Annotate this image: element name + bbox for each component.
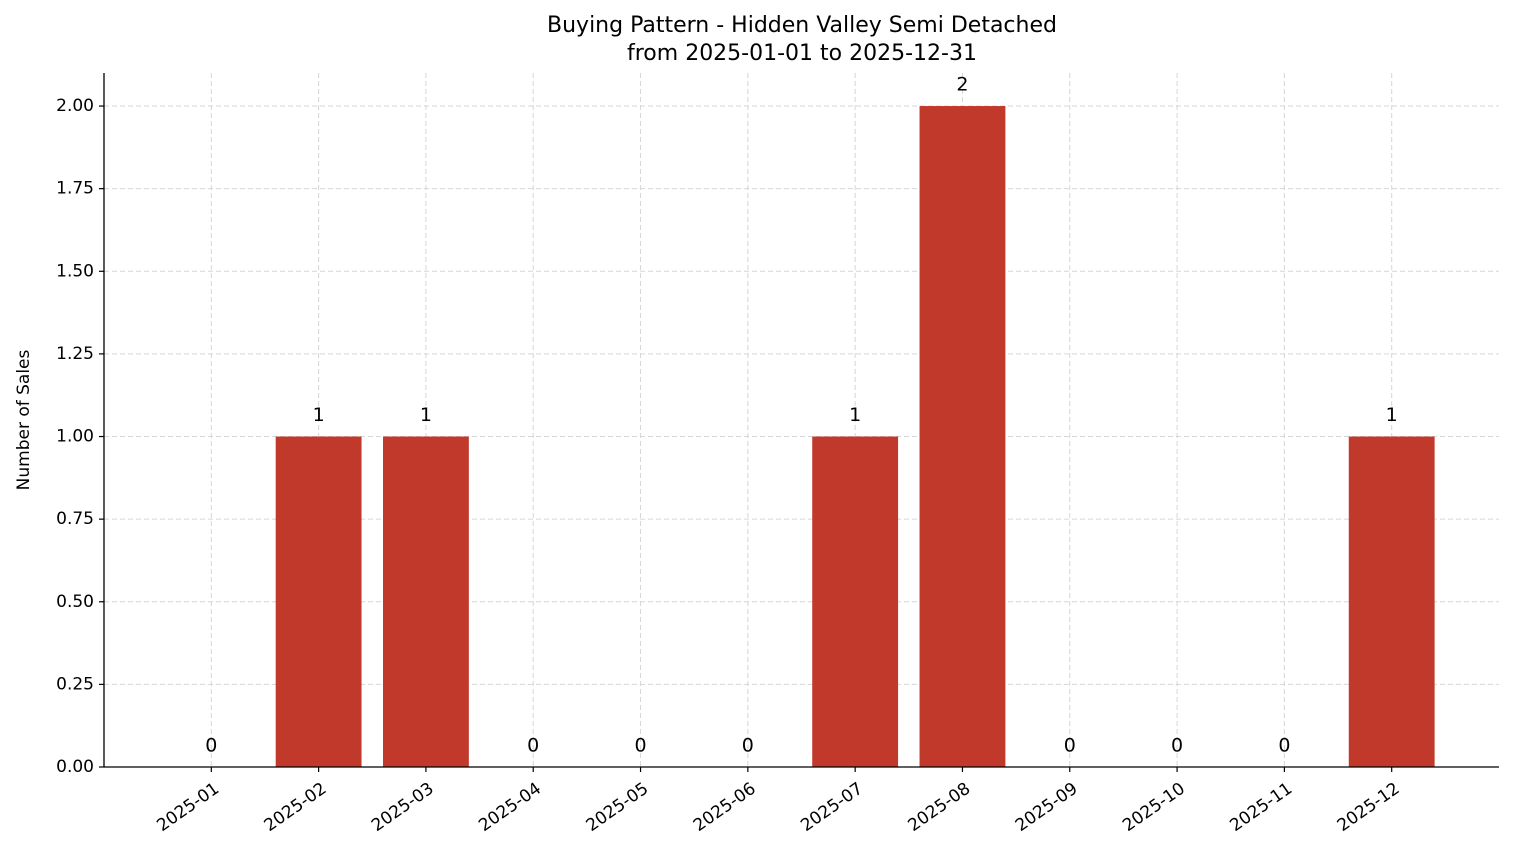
y-tick-label: 1.75 [56, 179, 94, 199]
value-label: 1 [1386, 404, 1398, 426]
y-tick-label: 0.75 [56, 509, 94, 529]
value-label: 0 [1278, 735, 1290, 757]
x-tick-label: 2025-03 [368, 779, 438, 836]
y-tick-label: 0.00 [56, 757, 94, 777]
y-tick-label: 1.25 [56, 344, 94, 364]
value-label: 0 [1171, 735, 1183, 757]
x-tick-label: 2025-02 [261, 779, 331, 836]
y-tick-label: 1.50 [56, 261, 94, 281]
bar [383, 436, 469, 767]
x-tick-label: 2025-06 [690, 779, 760, 836]
value-label: 1 [313, 404, 325, 426]
x-tick-label: 2025-09 [1012, 779, 1082, 836]
chart-subtitle: from 2025-01-01 to 2025-12-31 [627, 41, 977, 66]
y-tick-label: 0.25 [56, 674, 94, 694]
bar [275, 436, 362, 767]
x-tick-label: 2025-01 [153, 779, 223, 836]
y-axis-label: Number of Sales [14, 349, 34, 490]
y-tick-label: 0.50 [56, 592, 94, 612]
x-tick-label: 2025-10 [1119, 779, 1189, 836]
x-tick-label: 2025-12 [1334, 779, 1404, 836]
chart-title: Buying Pattern - Hidden Valley Semi Deta… [547, 13, 1057, 38]
value-label: 0 [634, 735, 646, 757]
x-tick-label: 2025-08 [905, 779, 975, 836]
y-tick-label: 1.00 [56, 427, 94, 447]
bar [812, 436, 899, 767]
bar [1348, 436, 1435, 767]
x-tick-label: 2025-11 [1226, 779, 1296, 836]
value-label: 0 [1064, 735, 1076, 757]
value-label: 0 [527, 735, 539, 757]
bar [919, 106, 1006, 768]
value-label: 0 [742, 735, 754, 757]
x-tick-label: 2025-04 [475, 779, 545, 836]
value-label: 2 [956, 74, 968, 96]
value-label: 1 [420, 404, 432, 426]
value-label: 1 [849, 404, 861, 426]
value-label: 0 [205, 735, 217, 757]
y-tick-label: 2.00 [56, 96, 94, 116]
x-tick-label: 2025-05 [583, 779, 653, 836]
x-tick-label: 2025-07 [797, 779, 867, 836]
